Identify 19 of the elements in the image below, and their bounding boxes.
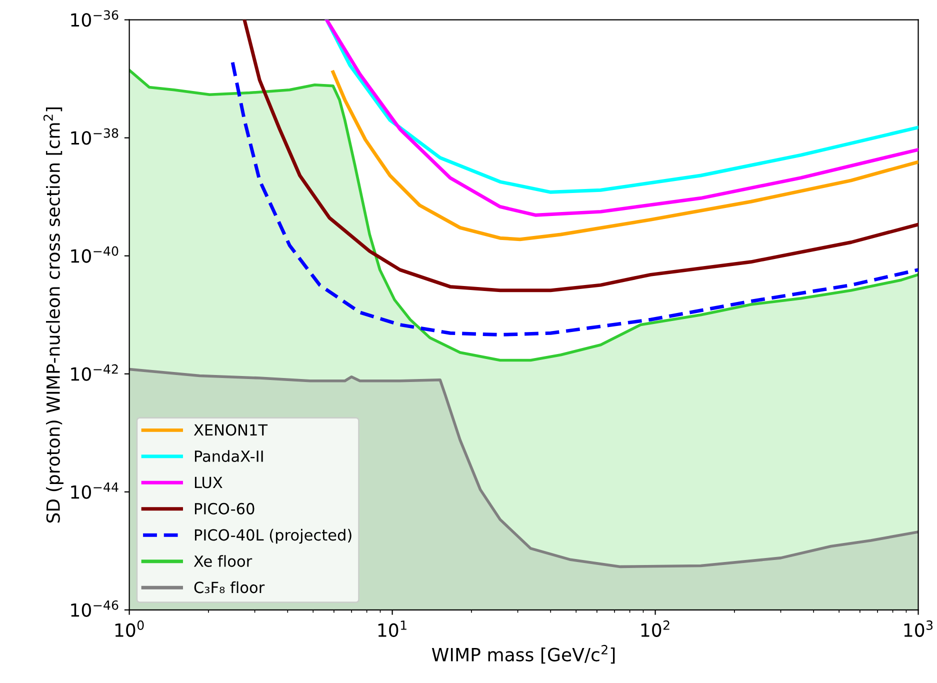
legend-label: C₃F₈ floor [194,581,265,594]
y-tick-label: 10$^{−42}$ [71,364,118,381]
y-tick-label: 10$^{−38}$ [71,128,118,145]
x-tick-label: 10$^{0}$ [115,620,144,637]
legend-label: PandaX-II [194,450,263,462]
y-tick-label: 10$^{−44}$ [71,482,118,499]
y-tick-label: 10$^{−46}$ [71,600,118,617]
x-tick-label: 10$^{2}$ [641,620,670,637]
y-tick-label: 10$^{−40}$ [71,246,118,263]
y-tick-label: 10$^{−36}$ [71,10,118,27]
legend-label: Xe floor [194,555,252,567]
legend-label: LUX [194,476,222,488]
y-axis-title: SD (proton) WIMP-nucleon cross section [cm$^{2}$] [43,108,64,523]
legend-label: PICO-40L (projected) [194,528,352,544]
x-tick-label: 10$^{3}$ [904,620,933,637]
legend-label: XENON1T [194,424,268,436]
legend-label: PICO-60 [194,502,254,514]
x-tick-label: 10$^{1}$ [378,620,406,637]
x-axis-title: WIMP mass [GeV/c$^{2}$] [432,644,615,664]
